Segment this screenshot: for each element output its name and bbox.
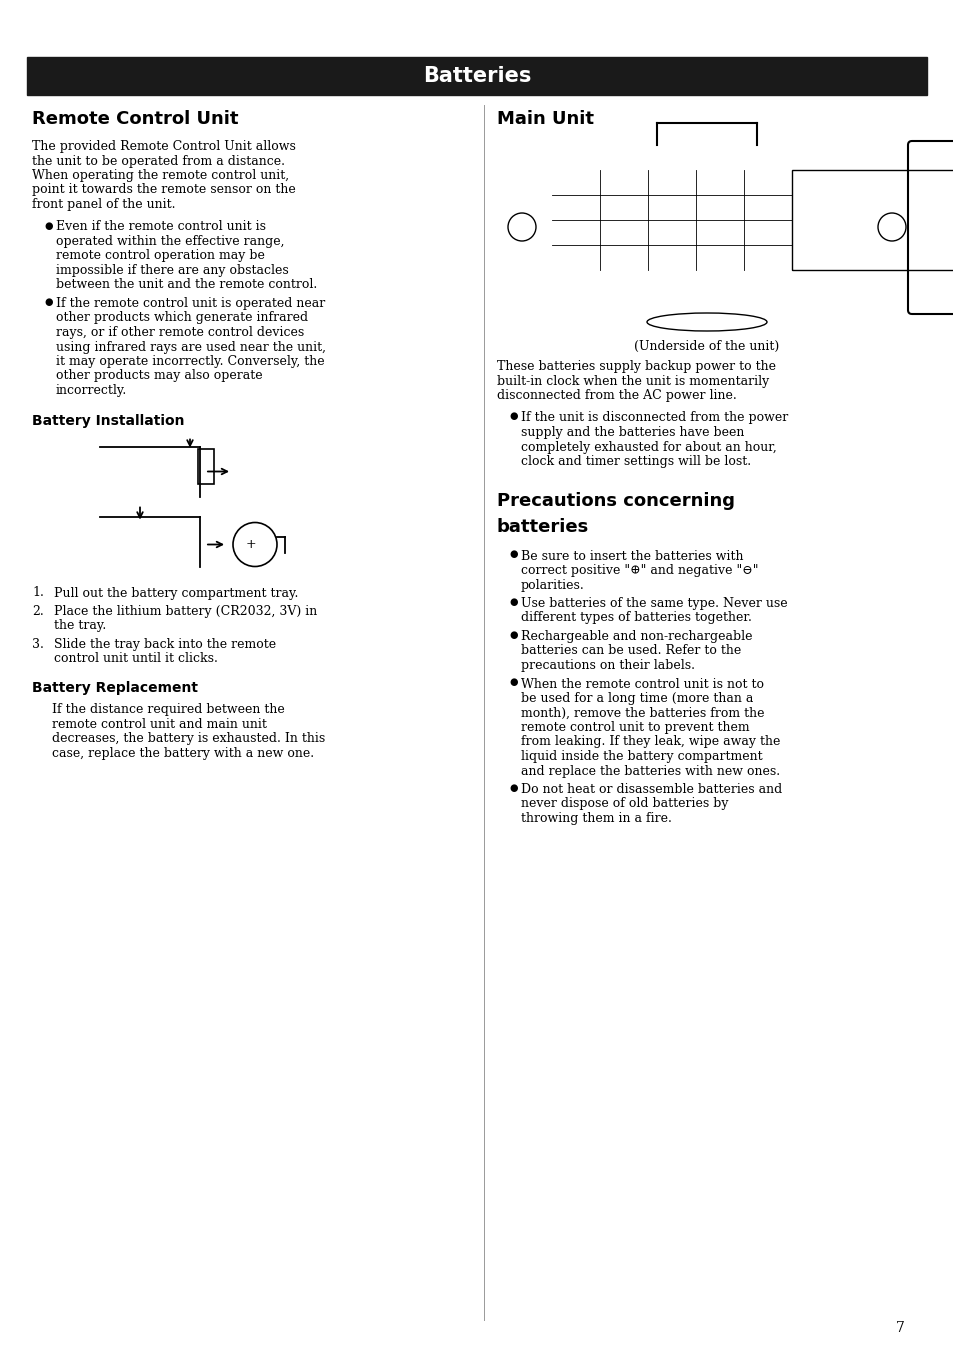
Text: Slide the tray back into the remote: Slide the tray back into the remote: [54, 638, 275, 650]
Text: Battery Replacement: Battery Replacement: [32, 682, 198, 695]
Text: incorrectly.: incorrectly.: [56, 383, 127, 397]
Text: batteries can be used. Refer to the: batteries can be used. Refer to the: [520, 645, 740, 657]
Text: operated within the effective range,: operated within the effective range,: [56, 234, 284, 248]
Text: rays, or if other remote control devices: rays, or if other remote control devices: [56, 327, 304, 339]
Text: ENGLISH: ENGLISH: [948, 537, 953, 573]
Text: Even if the remote control unit is: Even if the remote control unit is: [56, 221, 266, 233]
Text: and replace the batteries with new ones.: and replace the batteries with new ones.: [520, 764, 780, 778]
Text: If the unit is disconnected from the power: If the unit is disconnected from the pow…: [520, 412, 787, 424]
Text: ●: ●: [509, 412, 517, 421]
Text: Remote Control Unit: Remote Control Unit: [32, 110, 238, 127]
Text: Precautions concerning: Precautions concerning: [497, 492, 734, 509]
Text: clock and timer settings will be lost.: clock and timer settings will be lost.: [520, 455, 750, 467]
Text: ●: ●: [44, 221, 52, 230]
Text: ●: ●: [509, 679, 517, 687]
Text: remote control unit and main unit: remote control unit and main unit: [52, 718, 267, 730]
Text: Do not heat or disassemble batteries and: Do not heat or disassemble batteries and: [520, 783, 781, 795]
Text: 3.: 3.: [32, 638, 44, 650]
Text: Pull out the battery compartment tray.: Pull out the battery compartment tray.: [54, 587, 298, 599]
Text: liquid inside the battery compartment: liquid inside the battery compartment: [520, 751, 761, 763]
Text: ●: ●: [44, 298, 52, 308]
Text: month), remove the batteries from the: month), remove the batteries from the: [520, 706, 763, 720]
Text: front panel of the unit.: front panel of the unit.: [32, 198, 175, 211]
Text: The provided Remote Control Unit allows: The provided Remote Control Unit allows: [32, 140, 295, 153]
Text: ●: ●: [509, 550, 517, 560]
Text: Be sure to insert the batteries with: Be sure to insert the batteries with: [520, 550, 742, 562]
Text: control unit until it clicks.: control unit until it clicks.: [54, 653, 217, 665]
Text: Use batteries of the same type. Never use: Use batteries of the same type. Never us…: [520, 598, 787, 610]
Text: never dispose of old batteries by: never dispose of old batteries by: [520, 798, 728, 810]
Text: correct positive "⊕" and negative "⊖": correct positive "⊕" and negative "⊖": [520, 564, 758, 577]
Text: Batteries: Batteries: [422, 66, 531, 85]
Text: batteries: batteries: [497, 518, 589, 535]
Text: completely exhausted for about an hour,: completely exhausted for about an hour,: [520, 440, 776, 454]
Text: remote control operation may be: remote control operation may be: [56, 249, 265, 263]
Text: point it towards the remote sensor on the: point it towards the remote sensor on th…: [32, 183, 295, 196]
Text: remote control unit to prevent them: remote control unit to prevent them: [520, 721, 749, 734]
Text: the tray.: the tray.: [54, 619, 106, 633]
Text: the unit to be operated from a distance.: the unit to be operated from a distance.: [32, 154, 285, 168]
Text: ●: ●: [509, 631, 517, 640]
Text: Main Unit: Main Unit: [497, 110, 594, 127]
Text: These batteries supply backup power to the: These batteries supply backup power to t…: [497, 360, 775, 373]
Text: When the remote control unit is not to: When the remote control unit is not to: [520, 678, 763, 691]
Text: 2.: 2.: [32, 604, 44, 618]
Text: ●: ●: [509, 785, 517, 793]
Text: other products which generate infrared: other products which generate infrared: [56, 312, 308, 324]
Text: ●: ●: [509, 598, 517, 607]
Text: disconnected from the AC power line.: disconnected from the AC power line.: [497, 389, 736, 402]
Bar: [27, 57, 926, 95]
Text: 1.: 1.: [32, 587, 44, 599]
Text: using infrared rays are used near the unit,: using infrared rays are used near the un…: [56, 340, 326, 354]
Text: precautions on their labels.: precautions on their labels.: [520, 659, 695, 672]
Text: Place the lithium battery (CR2032, 3V) in: Place the lithium battery (CR2032, 3V) i…: [54, 604, 317, 618]
Text: If the distance required between the: If the distance required between the: [52, 703, 284, 715]
Text: from leaking. If they leak, wipe away the: from leaking. If they leak, wipe away th…: [520, 736, 780, 748]
Text: supply and the batteries have been: supply and the batteries have been: [520, 425, 743, 439]
Text: 7: 7: [895, 1321, 903, 1335]
Text: polarities.: polarities.: [520, 579, 584, 592]
Text: case, replace the battery with a new one.: case, replace the battery with a new one…: [52, 747, 314, 760]
Text: (Underside of the unit): (Underside of the unit): [634, 340, 779, 354]
Text: other products may also operate: other products may also operate: [56, 370, 262, 382]
Text: Battery Installation: Battery Installation: [32, 415, 184, 428]
Text: be used for a long time (more than a: be used for a long time (more than a: [520, 692, 753, 705]
Text: it may operate incorrectly. Conversely, the: it may operate incorrectly. Conversely, …: [56, 355, 324, 369]
Text: When operating the remote control unit,: When operating the remote control unit,: [32, 169, 289, 182]
Text: between the unit and the remote control.: between the unit and the remote control.: [56, 279, 317, 291]
Text: decreases, the battery is exhausted. In this: decreases, the battery is exhausted. In …: [52, 732, 325, 745]
Text: throwing them in a fire.: throwing them in a fire.: [520, 812, 671, 825]
Text: impossible if there are any obstacles: impossible if there are any obstacles: [56, 264, 289, 276]
Text: +: +: [246, 538, 256, 551]
Text: built-in clock when the unit is momentarily: built-in clock when the unit is momentar…: [497, 374, 768, 388]
Bar: [791, 169, 953, 270]
Bar: [198, 449, 213, 484]
Text: Rechargeable and non-rechargeable: Rechargeable and non-rechargeable: [520, 630, 752, 644]
Text: different types of batteries together.: different types of batteries together.: [520, 611, 751, 625]
Text: If the remote control unit is operated near: If the remote control unit is operated n…: [56, 297, 325, 310]
